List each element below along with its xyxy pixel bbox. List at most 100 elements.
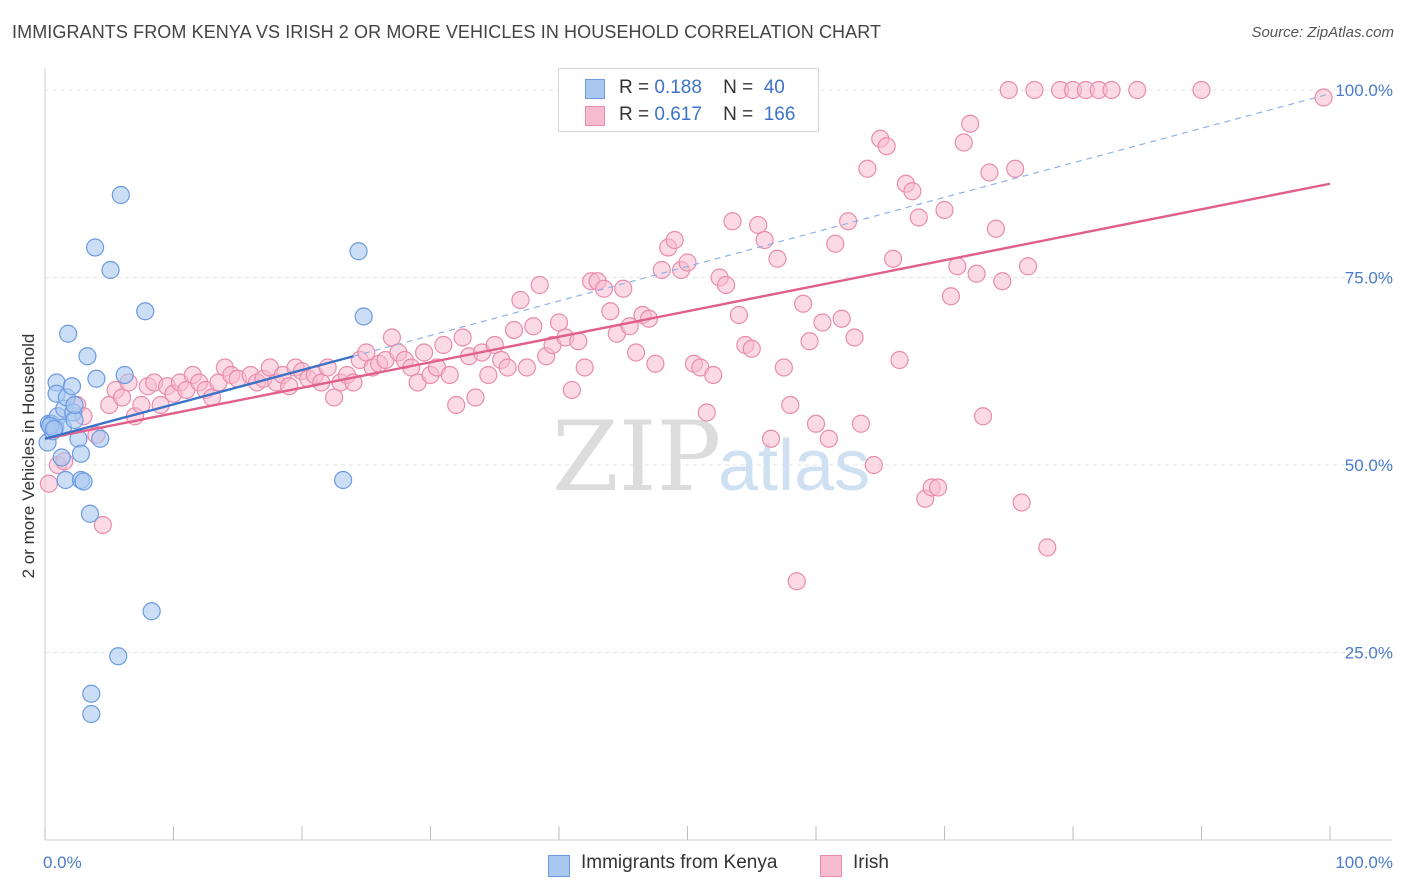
irish-point — [112, 388, 132, 407]
irish-point — [511, 290, 530, 310]
kenya-point — [111, 185, 130, 205]
irish-point — [414, 343, 434, 362]
irish-point — [479, 365, 498, 385]
kenya-point — [52, 448, 71, 467]
irish-point — [761, 429, 781, 448]
x-tick-label-right: 100.0% — [1335, 853, 1393, 872]
irish-point — [864, 455, 883, 475]
irish-swatch — [585, 106, 605, 126]
irish-point — [325, 388, 344, 407]
irish-point — [1314, 88, 1333, 107]
irish-point — [466, 388, 485, 407]
watermark-atlas: atlas — [718, 426, 870, 506]
irish-point — [954, 133, 973, 152]
kenya-point — [91, 429, 110, 448]
irish-point — [1192, 80, 1211, 100]
kenya-point — [136, 302, 155, 321]
watermark: ZIP atlas — [552, 401, 870, 513]
y-axis-title: 2 or more Vehicles in Household — [19, 334, 38, 579]
kenya-trend-line — [44, 355, 354, 440]
irish-point — [819, 429, 838, 448]
kenya-point — [80, 504, 100, 523]
irish-point — [999, 80, 1018, 100]
kenya-point — [62, 377, 82, 396]
irish-point — [39, 474, 58, 493]
irish-point — [453, 328, 472, 347]
irish-point — [806, 414, 826, 433]
irish-point — [1018, 257, 1038, 276]
irish-point — [549, 313, 569, 332]
x-tick-label-left: 0.0% — [43, 853, 82, 872]
irish-point — [845, 328, 864, 347]
irish-point — [980, 163, 999, 182]
irish-point — [729, 305, 749, 325]
irish-legend-swatch — [820, 855, 842, 877]
irish-point — [1012, 493, 1031, 512]
kenya-point — [65, 395, 84, 415]
irish-point — [961, 114, 980, 133]
irish-point — [903, 182, 922, 201]
source-label: Source: ZipAtlas.com — [1251, 24, 1394, 41]
irish-point — [909, 208, 928, 227]
irish-point — [1025, 80, 1044, 100]
irish-point — [704, 365, 723, 385]
irish-point — [575, 358, 594, 377]
irish-point — [993, 272, 1012, 291]
irish-point — [941, 287, 961, 306]
irish-point — [986, 219, 1006, 238]
y-tick-label: 75.0% — [1345, 269, 1393, 288]
irish-point — [716, 275, 736, 295]
irish-point — [434, 335, 453, 355]
irish-point — [883, 249, 903, 268]
irish-point — [447, 395, 466, 415]
irish-point — [787, 572, 806, 591]
kenya-point — [142, 602, 161, 621]
kenya-point — [82, 704, 101, 724]
kenya-trend-extension — [353, 93, 1331, 357]
irish-point — [614, 279, 633, 298]
kenya-point — [334, 470, 353, 490]
irish-point — [973, 407, 993, 426]
n-value-irish: 166 — [763, 104, 796, 125]
irish-point — [768, 249, 787, 268]
kenya-point — [56, 470, 75, 490]
irish-point — [440, 365, 459, 385]
kenya-point — [87, 369, 106, 388]
irish-point — [530, 275, 549, 295]
kenya-point — [82, 684, 101, 703]
irish-point — [877, 137, 896, 156]
irish-trend-line — [44, 182, 1331, 440]
irish-point — [1038, 538, 1057, 557]
n-label: N = — [723, 104, 754, 125]
y-tick-label: 100.0% — [1335, 81, 1393, 100]
kenya-point — [354, 307, 373, 326]
kenya-point — [101, 260, 120, 280]
chart-title: IMMIGRANTS FROM KENYA VS IRISH 2 OR MORE… — [12, 22, 882, 42]
irish-point — [504, 320, 524, 340]
kenya-points — [38, 185, 373, 724]
axis-labels: 25.0% 50.0% 75.0% 100.0% 0.0% 100.0% 2 or more… — [19, 81, 1393, 872]
axes — [44, 68, 1392, 841]
kenya-legend-swatch — [548, 855, 570, 877]
kenya-point — [349, 242, 368, 261]
irish-point — [755, 230, 774, 250]
legend-text-irish: R = 0.617 N = 166 — [619, 104, 795, 126]
irish-point — [928, 478, 948, 497]
irish-point — [781, 395, 800, 415]
irish-point — [498, 358, 517, 377]
irish-point — [517, 358, 536, 377]
irish-point — [813, 313, 832, 332]
irish-point — [382, 328, 402, 347]
kenya-point — [71, 444, 91, 463]
trend-lines — [44, 93, 1331, 440]
irish-point — [851, 414, 871, 433]
kenya-point — [59, 324, 78, 343]
irish-point — [858, 159, 877, 178]
irish-point — [626, 343, 646, 362]
irish-point — [697, 403, 716, 422]
irish-point — [678, 253, 697, 272]
kenya-swatch — [585, 79, 605, 99]
irish-point — [948, 257, 967, 276]
irish-point — [967, 264, 986, 283]
